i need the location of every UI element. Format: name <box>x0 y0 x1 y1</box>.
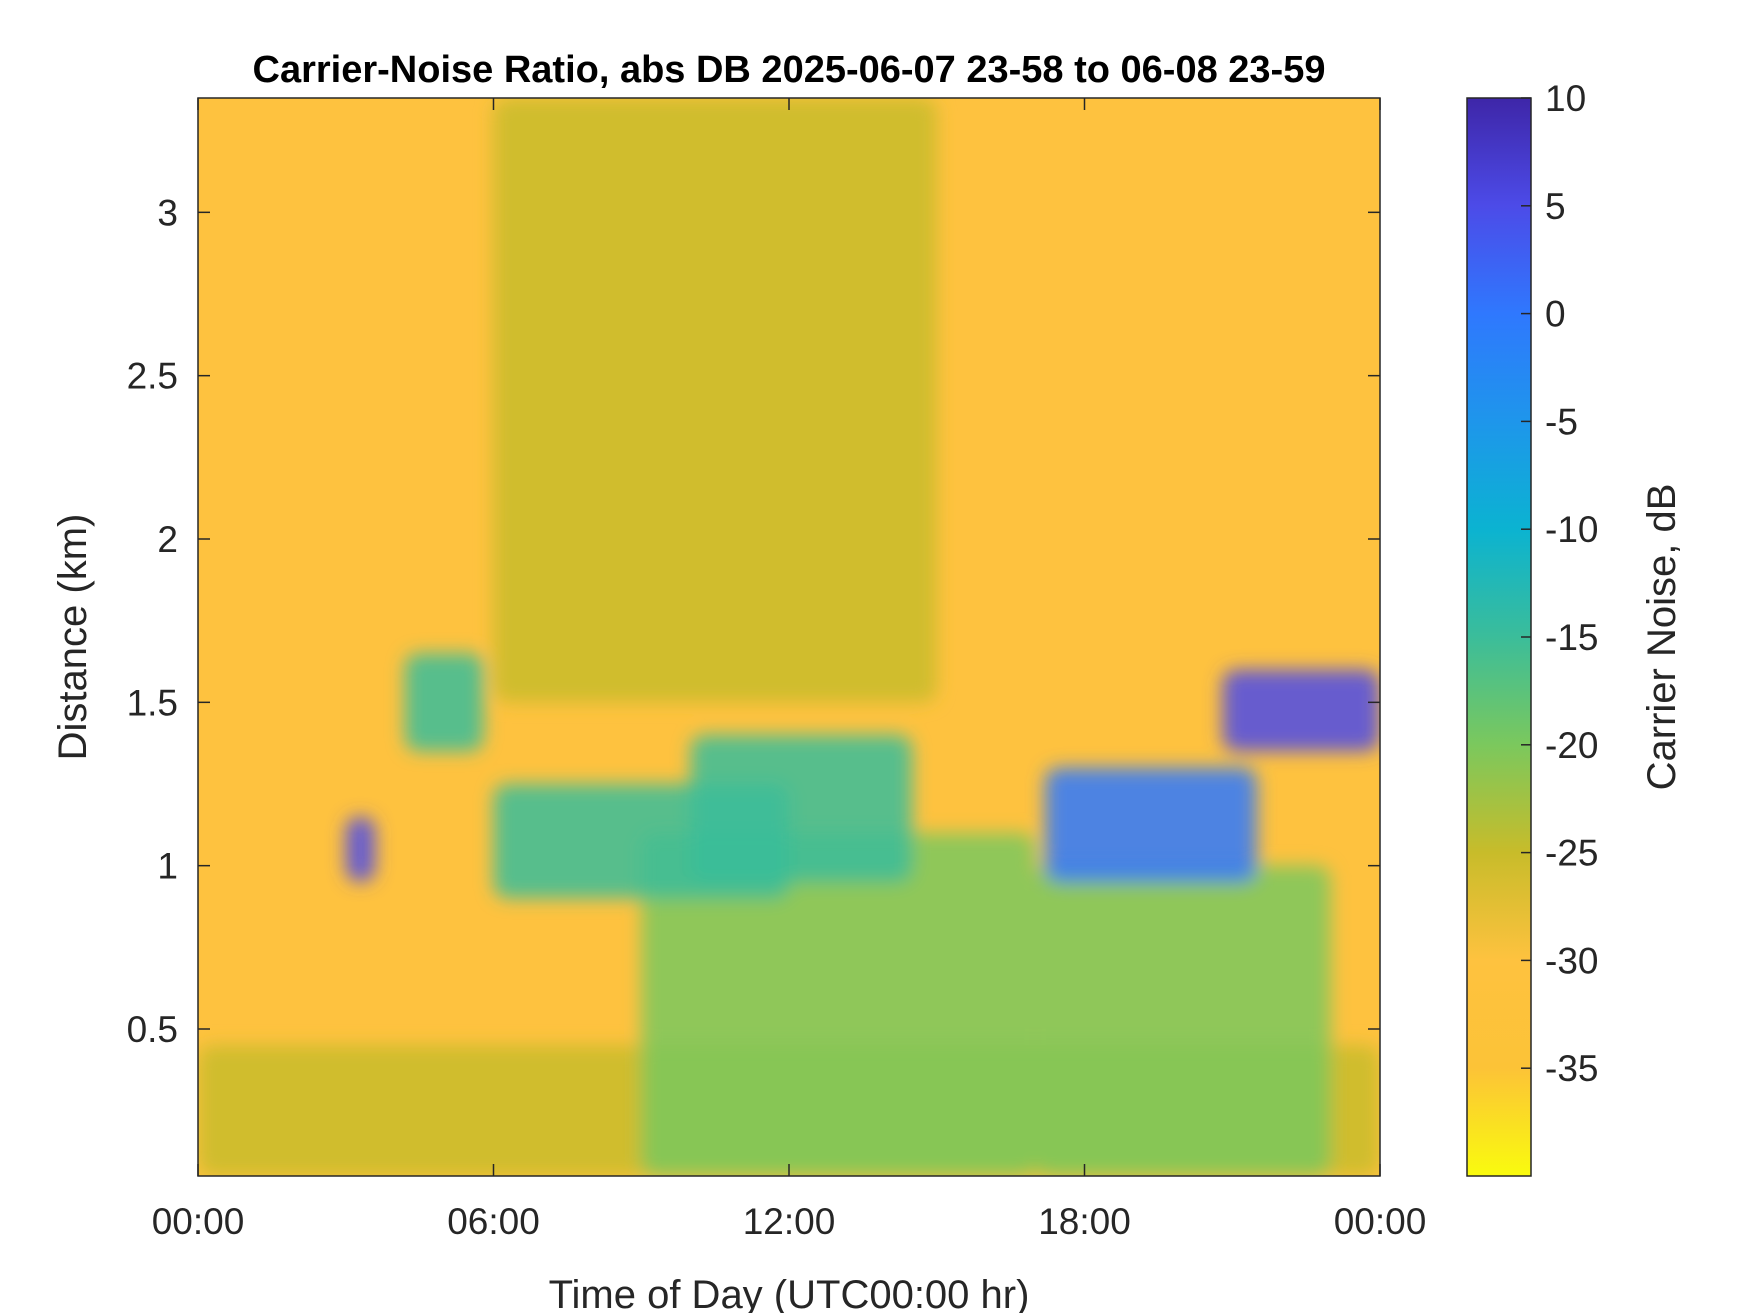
heatmap-region-midday-mixed-layer <box>641 833 1036 1176</box>
colorbar-label: Carrier Noise, dB <box>1640 484 1684 791</box>
heatmap-area <box>198 98 1380 1176</box>
colorbar-tick-label: -25 <box>1545 833 1598 874</box>
colorbar-tick-label: -10 <box>1545 509 1598 550</box>
y-tick-label: 1.5 <box>127 682 178 723</box>
heatmap-region-afternoon-mixed-layer <box>1035 865 1331 1176</box>
colorbar-tick-label: -20 <box>1545 725 1598 766</box>
heatmap-region-early-plume <box>404 653 484 752</box>
colorbar-ticks: 10 5 0 -5 -10 -15 -20 -25 -30 -35 <box>1521 78 1598 1089</box>
colorbar-tick-label: -5 <box>1545 401 1578 442</box>
colorbar-tick-label: 5 <box>1545 186 1566 227</box>
y-tick-label: 0.5 <box>127 1009 178 1050</box>
x-tick-label: 00:00 <box>1334 1201 1427 1242</box>
colorbar <box>1466 97 1532 1177</box>
heatmap-region-evening-cloud-base <box>1045 767 1257 882</box>
heatmap-region-late-cloud-base <box>1222 669 1380 752</box>
y-tick-label: 1 <box>157 846 178 887</box>
colorbar-tick-label: 10 <box>1545 78 1586 119</box>
heatmap-features <box>198 98 1380 1176</box>
colorbar-tick-label: -15 <box>1545 617 1598 658</box>
y-axis: 0.5 1 1.5 2 2.5 3 <box>127 192 1380 1050</box>
y-tick-label: 2 <box>157 519 178 560</box>
chart-title: Carrier-Noise Ratio, abs DB 2025-06-07 2… <box>253 49 1326 91</box>
y-axis-label: Distance (km) <box>51 514 95 761</box>
colorbar-tick-label: -35 <box>1545 1048 1598 1089</box>
x-tick-label: 12:00 <box>743 1201 836 1242</box>
x-axis: 00:00 06:00 12:00 18:00 00:00 <box>152 98 1427 1242</box>
x-tick-label: 18:00 <box>1038 1201 1131 1242</box>
x-tick-label: 00:00 <box>152 1201 245 1242</box>
heatmap-region-night-cloud-blob <box>345 816 376 882</box>
x-axis-label: Time of Day (UTC00:00 hr) <box>549 1273 1030 1313</box>
y-tick-label: 3 <box>157 192 178 233</box>
heatmap-region-upper-streaks <box>493 98 937 703</box>
colorbar-tick-label: -30 <box>1545 940 1598 981</box>
colorbar-tick-label: 0 <box>1545 294 1566 335</box>
y-tick-label: 2.5 <box>127 356 178 397</box>
x-tick-label: 06:00 <box>447 1201 540 1242</box>
heatmap-region-noon-layer-top <box>690 735 913 882</box>
